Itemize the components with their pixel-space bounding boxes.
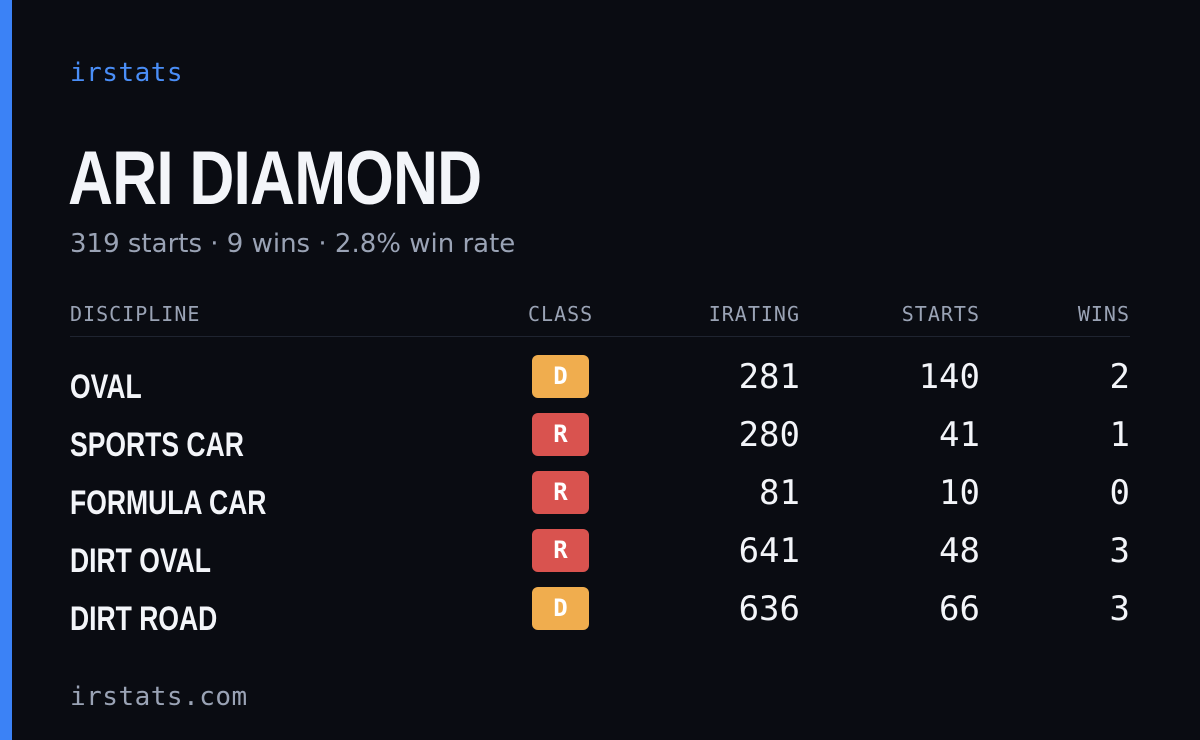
footer-url: irstats.com: [70, 682, 248, 712]
table-body: OVAL D 281 140 2 SPORTS CAR R 280 41 1 F…: [70, 353, 1130, 643]
header-irating: IRATING: [708, 302, 800, 326]
discipline-name: DIRT ROAD: [70, 600, 218, 638]
table-row: DIRT OVAL R 641 48 3: [70, 527, 1130, 585]
header-class: CLASS: [528, 302, 594, 326]
class-badge: R: [532, 413, 589, 456]
class-badge: D: [532, 355, 589, 398]
table-row: SPORTS CAR R 280 41 1: [70, 411, 1130, 469]
table-header: DISCIPLINE CLASS IRATING STARTS WINS: [70, 296, 1130, 337]
wins-value: 0: [1109, 473, 1130, 513]
class-badge: R: [532, 471, 589, 514]
irating-value: 281: [738, 357, 800, 397]
discipline-name: OVAL: [70, 368, 142, 406]
table-row: FORMULA CAR R 81 10 0: [70, 469, 1130, 527]
class-badge: R: [532, 529, 589, 572]
wins-value: 3: [1109, 531, 1130, 571]
starts-value: 48: [939, 531, 980, 571]
accent-bar: [0, 0, 12, 740]
starts-value: 10: [939, 473, 980, 513]
discipline-name: DIRT OVAL: [70, 542, 211, 580]
wins-value: 2: [1109, 357, 1130, 397]
starts-value: 140: [918, 357, 980, 397]
discipline-name: FORMULA CAR: [70, 484, 267, 522]
header-wins: WINS: [1077, 302, 1130, 326]
irating-value: 81: [759, 473, 800, 513]
irating-value: 280: [738, 415, 800, 455]
brand-logo: irstats: [70, 58, 184, 88]
table-row: DIRT ROAD D 636 66 3: [70, 585, 1130, 643]
discipline-name: SPORTS CAR: [70, 426, 244, 464]
wins-value: 3: [1109, 589, 1130, 629]
driver-summary: 319 starts · 9 wins · 2.8% win rate: [70, 229, 516, 259]
table-row: OVAL D 281 140 2: [70, 353, 1130, 411]
wins-value: 1: [1109, 415, 1130, 455]
irating-value: 636: [738, 589, 800, 629]
starts-value: 66: [939, 589, 980, 629]
irating-value: 641: [738, 531, 800, 571]
stats-table: DISCIPLINE CLASS IRATING STARTS WINS OVA…: [70, 296, 1130, 643]
header-starts: STARTS: [901, 302, 980, 326]
class-badge: D: [532, 587, 589, 630]
starts-value: 41: [939, 415, 980, 455]
driver-name: ARI DIAMOND: [68, 136, 482, 221]
header-discipline: DISCIPLINE: [70, 302, 201, 326]
